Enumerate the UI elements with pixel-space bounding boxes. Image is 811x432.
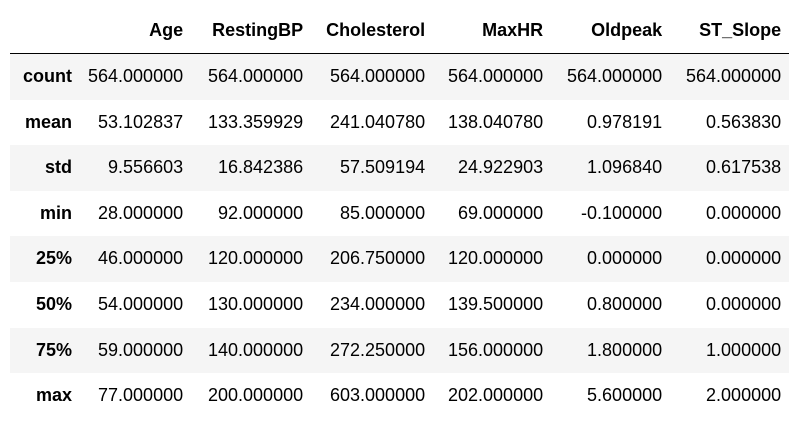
table-cell: 0.000000 — [706, 248, 782, 269]
table-header: Age RestingBP Cholesterol MaxHR Oldpeak … — [10, 8, 790, 54]
table-cell: 16.842386 — [218, 157, 304, 178]
table-cell: 9.556603 — [108, 157, 184, 178]
row-label: 50% — [35, 293, 72, 314]
table-body: count 564.000000 564.000000 564.000000 5… — [10, 53, 790, 419]
table-cell: 0.000000 — [706, 293, 782, 314]
table-cell: 603.000000 — [330, 385, 426, 406]
column-header: Age — [80, 8, 192, 54]
row-label: min — [39, 202, 72, 223]
table-cell: 241.040780 — [330, 111, 426, 132]
table-cell: 0.563830 — [706, 111, 782, 132]
table-cell: 564.000000 — [208, 66, 304, 86]
table-row: min 28.000000 92.000000 85.000000 69.000… — [10, 190, 790, 237]
table-cell: 54.000000 — [98, 293, 184, 314]
table-cell: 156.000000 — [448, 339, 544, 360]
column-header: MaxHR — [433, 8, 552, 54]
table-cell: 24.922903 — [458, 157, 544, 178]
table-cell: 1.000000 — [706, 339, 782, 360]
column-header: Cholesterol — [311, 8, 434, 54]
table-cell: 564.000000 — [448, 66, 544, 86]
table-cell: 564.000000 — [88, 66, 184, 86]
row-label: max — [35, 385, 72, 406]
row-label: 25% — [35, 248, 72, 269]
index-header — [10, 8, 80, 54]
table-cell: 120.000000 — [208, 248, 304, 269]
table-cell: 0.000000 — [587, 248, 663, 269]
table-cell: 2.000000 — [706, 385, 782, 406]
table-row: 75% 59.000000 140.000000 272.250000 156.… — [10, 327, 790, 374]
table-cell: 69.000000 — [458, 202, 544, 223]
header-row: Age RestingBP Cholesterol MaxHR Oldpeak … — [10, 8, 790, 54]
table-cell: 1.800000 — [587, 339, 663, 360]
table-cell: 0.000000 — [706, 202, 782, 223]
table-cell: 564.000000 — [567, 66, 663, 86]
table-row: mean 53.102837 133.359929 241.040780 138… — [10, 99, 790, 146]
table-cell: 1.096840 — [587, 157, 663, 178]
table-cell: 564.000000 — [686, 66, 782, 86]
table-cell: 272.250000 — [330, 339, 426, 360]
table-cell: 234.000000 — [330, 293, 426, 314]
table-cell: 120.000000 — [448, 248, 544, 269]
table-cell: 133.359929 — [208, 111, 304, 132]
column-header: Oldpeak — [551, 8, 671, 54]
table-cell: 59.000000 — [98, 339, 184, 360]
table-row: std 9.556603 16.842386 57.509194 24.9229… — [10, 145, 790, 191]
table-row: max 77.000000 200.000000 603.000000 202.… — [10, 373, 790, 419]
table-row: count 564.000000 564.000000 564.000000 5… — [10, 53, 790, 100]
table-cell: 564.000000 — [330, 66, 426, 86]
table-cell: 139.500000 — [448, 293, 544, 314]
describe-dataframe-table: Age RestingBP Cholesterol MaxHR Oldpeak … — [10, 8, 790, 419]
table-row: 25% 46.000000 120.000000 206.750000 120.… — [10, 236, 790, 282]
table-cell: 85.000000 — [340, 202, 426, 223]
row-label: 75% — [35, 339, 72, 360]
table-cell: 5.600000 — [587, 385, 663, 406]
table-cell: 46.000000 — [98, 248, 184, 269]
table-cell: 202.000000 — [448, 385, 544, 406]
table-cell: 77.000000 — [98, 385, 184, 406]
table-row: 50% 54.000000 130.000000 234.000000 139.… — [10, 281, 790, 328]
table-cell: 140.000000 — [208, 339, 304, 360]
table-cell: 57.509194 — [340, 157, 426, 178]
table-cell: 200.000000 — [208, 385, 304, 406]
column-header: RestingBP — [191, 8, 312, 54]
table-cell: 206.750000 — [330, 248, 426, 269]
table-cell: 0.800000 — [587, 293, 663, 314]
table-cell: 0.978191 — [587, 111, 663, 132]
table-cell: 0.617538 — [706, 157, 782, 178]
table-cell: 138.040780 — [448, 111, 544, 132]
row-label: std — [45, 157, 72, 178]
table-cell: 28.000000 — [98, 202, 184, 223]
table-cell: 53.102837 — [98, 111, 184, 132]
table-cell: 130.000000 — [208, 293, 304, 314]
row-label: count — [23, 66, 72, 86]
row-label: mean — [24, 111, 72, 132]
table-cell: -0.100000 — [581, 202, 663, 223]
table-cell: 92.000000 — [218, 202, 304, 223]
column-header: ST_Slope — [670, 8, 790, 54]
